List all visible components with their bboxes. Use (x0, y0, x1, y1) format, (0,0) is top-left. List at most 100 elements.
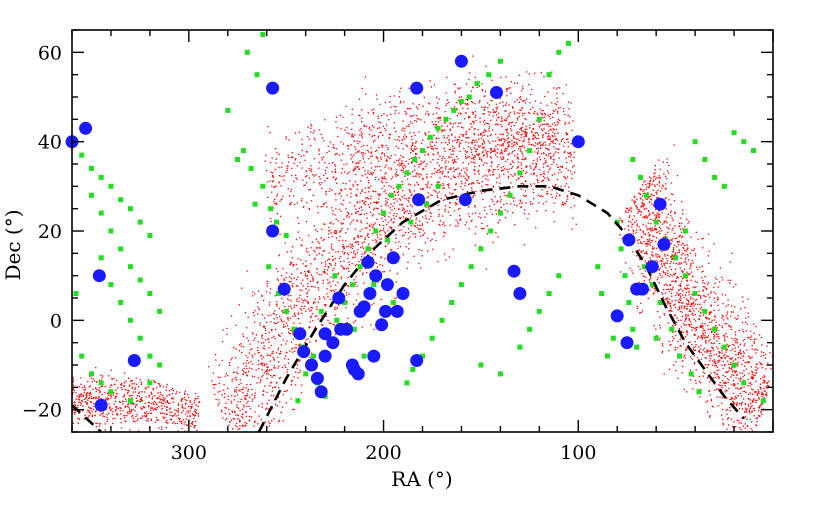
red-point (681, 235, 684, 238)
red-point (363, 241, 365, 243)
red-point (638, 210, 640, 213)
red-point (247, 388, 249, 390)
red-point (512, 161, 514, 164)
red-point (510, 167, 513, 169)
red-point (312, 278, 314, 281)
red-point (467, 108, 469, 110)
red-point (688, 319, 690, 321)
red-point (345, 232, 347, 234)
red-point (334, 262, 337, 264)
red-point (301, 138, 303, 141)
red-point (467, 99, 469, 101)
red-point (553, 87, 555, 89)
red-point (410, 212, 412, 214)
red-point (480, 227, 483, 230)
red-point (472, 157, 474, 160)
red-point (706, 317, 708, 319)
red-point (346, 145, 349, 147)
red-point (684, 254, 686, 256)
red-point (297, 258, 299, 260)
red-point (290, 277, 293, 280)
red-point (426, 197, 428, 199)
red-point (362, 199, 364, 202)
red-point (649, 195, 651, 198)
red-point (471, 139, 474, 141)
red-point (261, 294, 263, 296)
red-point (414, 233, 417, 235)
red-point (378, 135, 380, 137)
red-point (680, 231, 683, 233)
red-point (502, 101, 504, 103)
red-point (335, 308, 337, 310)
red-point (690, 323, 692, 326)
red-point (383, 271, 385, 273)
red-point (739, 351, 741, 354)
red-point (548, 130, 550, 132)
red-point (489, 156, 492, 158)
red-point (264, 329, 267, 331)
red-point (360, 247, 362, 249)
red-point (388, 216, 390, 218)
red-point (483, 209, 486, 212)
red-point (475, 150, 477, 153)
red-point (409, 121, 412, 123)
red-point (328, 150, 330, 152)
red-point (480, 217, 482, 219)
red-point (554, 132, 556, 135)
red-point (449, 128, 451, 130)
red-point (529, 112, 531, 114)
red-point (343, 246, 345, 248)
red-point (244, 422, 246, 424)
red-point (459, 142, 462, 145)
red-point (732, 311, 734, 313)
red-point (303, 154, 305, 157)
red-point (727, 417, 730, 419)
red-point (726, 397, 728, 399)
red-point (245, 327, 248, 329)
red-point (716, 327, 718, 329)
red-point (378, 213, 380, 215)
red-point (479, 212, 481, 214)
red-point (444, 111, 446, 113)
red-point (393, 221, 395, 223)
red-point (625, 211, 627, 213)
red-point (521, 129, 523, 131)
red-point (473, 122, 475, 124)
red-point (461, 183, 463, 185)
red-point (473, 182, 475, 185)
red-point (664, 273, 667, 275)
red-point (659, 324, 661, 326)
red-point (636, 239, 639, 241)
red-point (212, 372, 214, 374)
red-point (651, 227, 653, 229)
red-point (351, 243, 353, 245)
red-point (678, 301, 680, 303)
red-point (361, 137, 364, 139)
red-point (312, 285, 314, 288)
red-point (677, 377, 679, 379)
red-point (472, 182, 474, 184)
red-point (535, 162, 537, 165)
red-point (494, 151, 496, 153)
red-point (497, 200, 499, 202)
red-point (466, 175, 468, 177)
red-point (275, 403, 277, 406)
red-point (472, 120, 474, 123)
red-point (358, 150, 360, 152)
red-point (374, 262, 376, 264)
red-point (471, 126, 473, 128)
red-point (681, 302, 683, 304)
red-point (344, 188, 346, 190)
red-point (657, 189, 659, 191)
red-point (691, 293, 694, 295)
red-point (727, 317, 729, 320)
red-point (700, 335, 703, 337)
red-point (566, 133, 569, 135)
red-point (286, 251, 288, 253)
red-point (508, 141, 510, 144)
red-point (238, 304, 240, 306)
red-point (751, 348, 753, 350)
red-point (671, 238, 674, 240)
red-point (676, 277, 678, 279)
red-point (385, 129, 387, 132)
